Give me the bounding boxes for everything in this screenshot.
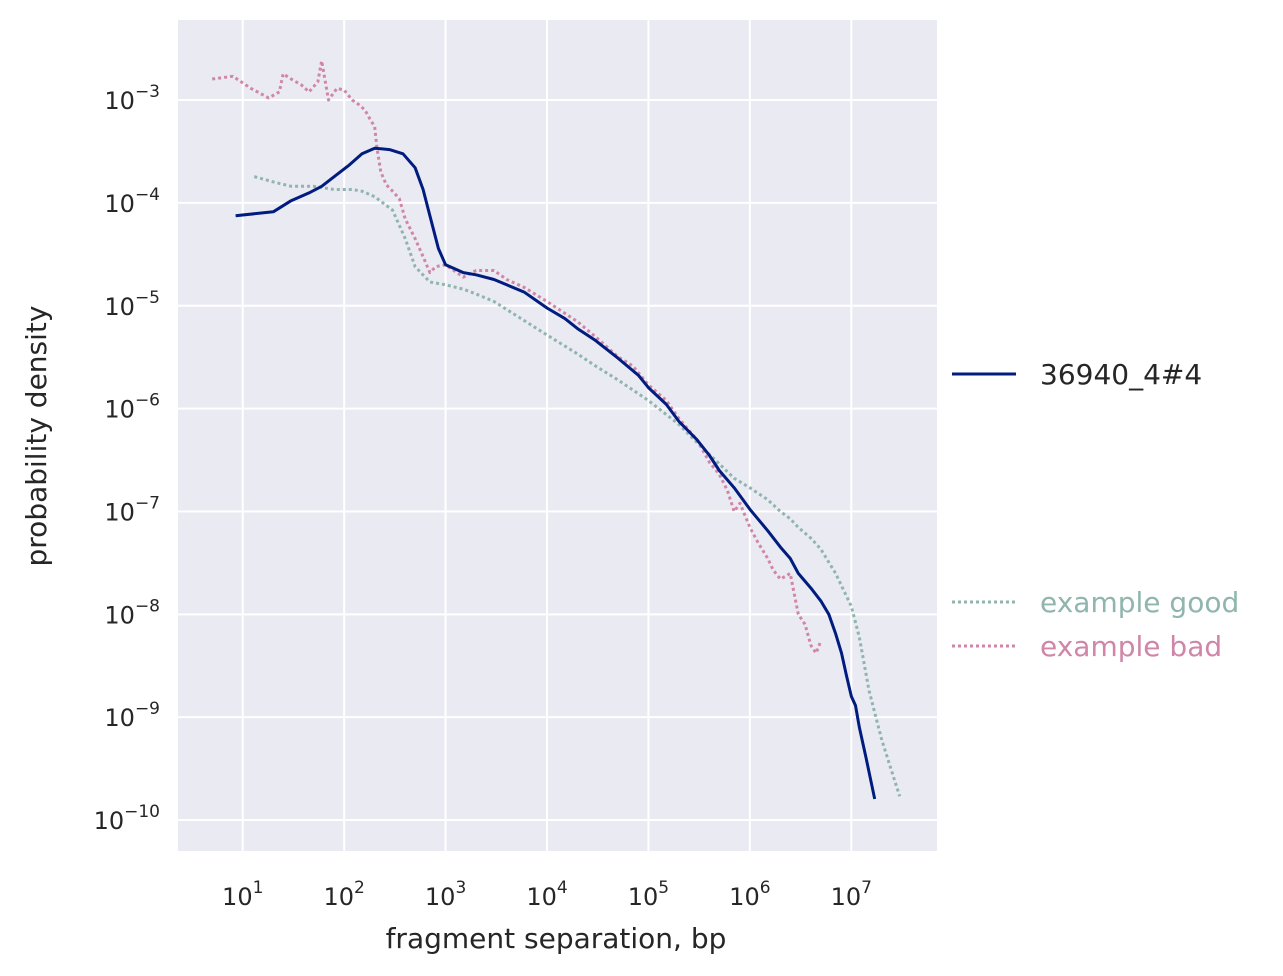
y-tick-exponent: −5 xyxy=(135,288,160,308)
y-tick-exponent: −7 xyxy=(135,493,160,513)
series-line xyxy=(253,175,902,797)
legend-label: 36940_4#4 xyxy=(1040,358,1202,391)
x-tick-base: 10 xyxy=(729,883,760,911)
x-tick-label: 107 xyxy=(831,878,872,911)
y-tick-base: 10 xyxy=(104,396,135,424)
x-tick-exponent: 4 xyxy=(557,878,568,898)
series-line xyxy=(235,146,877,800)
y-tick-base: 10 xyxy=(104,601,135,629)
y-tick-exponent: −10 xyxy=(124,802,160,822)
y-tick-labels: 10−310−410−510−610−710−810−910−10 xyxy=(94,82,160,835)
series-line xyxy=(212,59,823,655)
x-tick-base: 10 xyxy=(222,883,253,911)
x-tick-label: 105 xyxy=(628,878,669,911)
x-tick-label: 106 xyxy=(729,878,770,911)
grid-lines xyxy=(178,20,937,851)
y-axis-label: probability density xyxy=(20,306,53,567)
y-tick-exponent: −6 xyxy=(135,391,160,411)
x-axis-label: fragment separation, bp xyxy=(386,922,727,955)
y-tick-exponent: −4 xyxy=(135,185,160,205)
x-tick-label: 101 xyxy=(222,878,263,911)
y-tick-exponent: −9 xyxy=(135,699,160,719)
x-tick-label: 102 xyxy=(323,878,364,911)
x-tick-exponent: 6 xyxy=(760,878,771,898)
series-lines xyxy=(212,59,902,800)
y-tick-base: 10 xyxy=(104,293,135,321)
x-tick-exponent: 5 xyxy=(658,878,669,898)
y-tick-label: 10−9 xyxy=(104,699,160,732)
y-tick-label: 10−10 xyxy=(94,802,160,835)
x-tick-label: 104 xyxy=(526,878,567,911)
y-tick-label: 10−4 xyxy=(104,185,160,218)
y-tick-label: 10−5 xyxy=(104,288,160,321)
y-tick-label: 10−8 xyxy=(104,596,160,629)
x-tick-base: 10 xyxy=(628,883,659,911)
y-tick-base: 10 xyxy=(104,87,135,115)
x-tick-base: 10 xyxy=(425,883,456,911)
x-tick-exponent: 7 xyxy=(861,878,872,898)
x-tick-base: 10 xyxy=(323,883,354,911)
y-tick-label: 10−6 xyxy=(104,391,160,424)
y-tick-base: 10 xyxy=(94,807,125,835)
x-tick-exponent: 3 xyxy=(455,878,466,898)
y-tick-base: 10 xyxy=(104,498,135,526)
x-tick-exponent: 1 xyxy=(253,878,264,898)
x-tick-base: 10 xyxy=(831,883,862,911)
y-tick-label: 10−7 xyxy=(104,493,160,526)
y-tick-base: 10 xyxy=(104,190,135,218)
legend-label: example bad xyxy=(1040,630,1222,663)
plot-background xyxy=(178,20,937,851)
x-tick-exponent: 2 xyxy=(354,878,365,898)
y-tick-base: 10 xyxy=(104,704,135,732)
y-tick-label: 10−3 xyxy=(104,82,160,115)
y-tick-exponent: −3 xyxy=(135,82,160,102)
x-tick-labels: 101 102 103 104 105 106 107 xyxy=(222,878,872,911)
x-tick-base: 10 xyxy=(526,883,557,911)
y-tick-exponent: −8 xyxy=(135,596,160,616)
x-tick-label: 103 xyxy=(425,878,466,911)
legend-label: example good xyxy=(1040,586,1239,619)
